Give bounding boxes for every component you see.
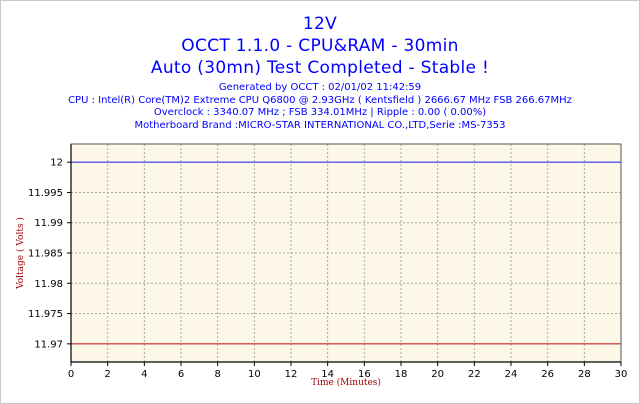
y-axis-title: Voltage ( Volts ) <box>15 217 26 290</box>
x-tick-label: 28 <box>578 369 591 380</box>
axes <box>67 143 622 366</box>
chart-title-voltage: 12V <box>302 14 338 34</box>
x-tick-label: 6 <box>178 369 184 380</box>
info-overclock: Overclock : 3340.07 MHz ; FSB 334.01MHz … <box>153 107 487 118</box>
y-tick-label: 11.97 <box>34 339 63 350</box>
x-tick-label: 10 <box>248 369 261 380</box>
x-tick-label: 14 <box>321 369 334 380</box>
x-tick-label: 24 <box>505 369 518 380</box>
y-tick-label: 12 <box>50 158 63 169</box>
x-tick-label: 26 <box>541 369 554 380</box>
y-tick-label: 11.98 <box>34 279 63 290</box>
info-motherboard: Motherboard Brand :MICRO-STAR INTERNATIO… <box>134 119 506 131</box>
tick-labels: 0 2 4 6 8 10 12 14 16 18 20 22 24 26 28 3011.9711.97511… <box>28 158 627 380</box>
series-group <box>71 161 621 345</box>
chart-title-status: Auto (30mn) Test Completed - Stable ! <box>150 58 490 78</box>
x-tick-label: 16 <box>358 369 371 380</box>
chart-header: 12V OCCT 1.1.0 - CPU&RAM - 30min Auto (3… <box>1 13 639 132</box>
x-tick-label: 12 <box>285 369 298 380</box>
y-tick-label: 11.975 <box>28 309 63 320</box>
x-tick-label: 8 <box>214 369 220 380</box>
x-axis-title: Time (Minutes) <box>311 377 381 388</box>
info-cpu: CPU : Intel(R) Core(TM)2 Extreme CPU Q68… <box>68 94 572 106</box>
x-tick-label: 18 <box>395 369 408 380</box>
chart-title-test: OCCT 1.1.0 - CPU&RAM - 30min <box>181 36 459 56</box>
plot-area <box>71 144 621 362</box>
grid <box>71 144 621 362</box>
x-tick-label: 30 <box>615 369 628 380</box>
x-tick-label: 4 <box>141 369 147 380</box>
y-tick-label: 11.985 <box>28 249 63 260</box>
x-tick-label: 20 <box>431 369 444 380</box>
y-tick-label: 11.995 <box>28 188 63 199</box>
x-tick-label: 22 <box>468 369 481 380</box>
x-tick-label: 0 <box>68 369 74 380</box>
y-tick-label: 11.99 <box>34 218 63 229</box>
x-tick-label: 2 <box>104 369 110 380</box>
info-generated: Generated by OCCT : 02/01/02 11:42:59 <box>218 82 422 93</box>
